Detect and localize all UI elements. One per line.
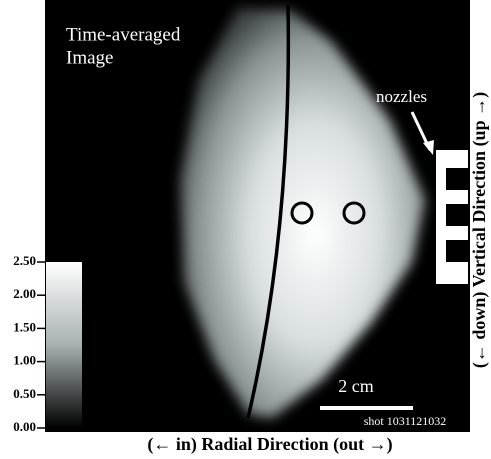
nozzle <box>446 240 468 262</box>
title-line: Time-averaged <box>66 24 181 45</box>
scale-bar <box>320 406 413 410</box>
colorbar-tick-label: 0.50 <box>13 386 36 401</box>
title-line: Image <box>66 47 113 68</box>
nozzle <box>446 168 468 190</box>
nozzle <box>446 204 468 226</box>
colorbar-tick-label: 0.00 <box>13 419 36 434</box>
nozzles-label: nozzles <box>376 87 427 106</box>
scale-label: 2 cm <box>338 376 374 396</box>
colorbar-tick-label: 2.50 <box>13 253 36 268</box>
colorbar-tick-label: 1.00 <box>13 353 36 368</box>
x-axis-label: (← in) Radial Direction (out →) <box>147 434 392 455</box>
y-axis-label: (← down) Vertical Direction (up →) <box>469 92 490 368</box>
figure: Time-averaged Image nozzles 2 cm shot 10… <box>0 0 491 459</box>
colorbar <box>46 262 82 428</box>
nozzles <box>436 150 468 284</box>
colorbar-tick-label: 1.50 <box>13 319 36 334</box>
shot-label: shot 1031121032 <box>364 414 447 428</box>
colorbar-tick-label: 2.00 <box>13 286 36 301</box>
